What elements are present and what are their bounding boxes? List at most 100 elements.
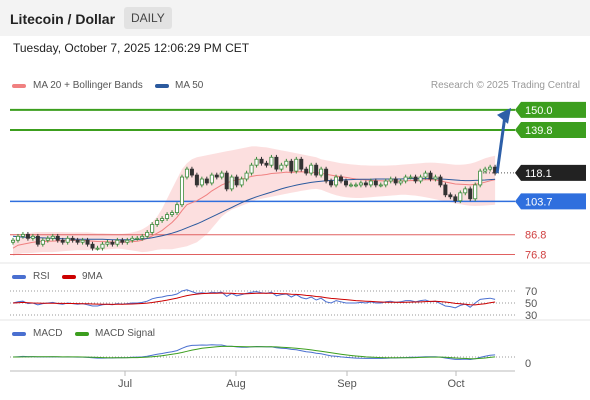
candle-body [334,176,339,186]
candle-body [368,180,373,186]
candle-body [294,158,299,172]
candle-body [165,214,170,219]
candle-body [214,174,219,178]
candle-body [60,239,65,243]
candle-body [20,233,25,237]
candle-body [130,237,135,241]
candle-body [383,180,388,186]
macd-zero-label: 0 [525,358,531,370]
candle-body [145,231,150,237]
candle-body [160,218,165,221]
candle-body [40,239,45,245]
x-axis-label-jul: Jul [118,378,132,390]
level-tag-resistance [515,122,586,139]
candle-body [363,182,368,186]
bollinger-band-area [13,146,496,257]
candle-body [438,176,443,186]
candle-body [65,237,70,243]
candle-body [110,241,115,245]
level-label-86.8: 86.8 [525,230,546,242]
candle-body [483,168,488,172]
candle-body [239,178,244,186]
candle-body [458,192,463,202]
candle-body [324,168,329,182]
candle-body [304,168,309,174]
x-axis-label-aug: Aug [226,378,246,390]
projection-arrow-head [497,107,511,124]
candle-body [115,239,120,245]
candle-body [388,178,393,182]
candle-body [299,158,304,170]
candle-body [329,180,334,186]
macd-signal-legend-label: MACD Signal [95,328,156,339]
candle-body [75,239,80,243]
level-tag-last [515,164,586,181]
candle-body [309,164,314,174]
candle-body [343,180,348,186]
candle-body [70,237,75,241]
candle-body [319,168,324,176]
candle-body [433,176,438,180]
candle-body [204,178,209,184]
candle-body [30,235,35,239]
candle-body [50,235,55,239]
candle-body [175,204,180,214]
candle-body [473,184,478,200]
candle-body [463,188,468,194]
rsi-ma-legend-swatch [62,275,76,279]
rsi-level-label: 50 [525,298,537,310]
candle-body [398,180,403,184]
candle-body [209,174,214,184]
candle-body [155,220,160,225]
level-label-118.1: 118.1 [525,168,552,180]
candle-body [339,176,344,182]
candle-body [413,176,418,182]
level-tag-pivot [515,193,586,210]
candle-body [100,243,105,249]
timeframe-badge[interactable]: DAILY [124,7,172,29]
candle-body [274,156,279,170]
candle-body [224,172,229,190]
ma-bb-legend-label: MA 20 + Bollinger Bands [33,80,143,91]
level-tag-target [515,101,586,118]
candle-body [488,166,493,170]
candle-body [373,180,378,186]
macd-legend-swatch [12,332,26,336]
candle-body [85,239,90,245]
candle-body [378,184,383,187]
candle-body [219,172,224,178]
ma50-legend-swatch [155,84,169,88]
candle-body [478,170,483,186]
instrument-title: Litecoin / Dollar [10,11,116,27]
candle-body [468,188,473,200]
candle-body [35,235,40,245]
candle-body [279,164,284,170]
candle-body [289,160,294,172]
candle-body [314,164,319,176]
level-label-103.7: 103.7 [525,196,553,208]
candle-body [120,239,125,243]
candle-body [170,212,175,215]
candle-body [254,158,259,166]
candle-body [443,184,448,196]
research-credit: Research © 2025 Trading Central [430,80,580,91]
level-label-150.0: 150.0 [525,105,553,117]
candle-body [194,174,199,186]
candle-body [393,178,398,184]
candle-body [269,156,274,166]
macd-signal-line [13,345,496,360]
candle-body [125,239,130,243]
level-label-76.8: 76.8 [525,249,546,261]
candle-body [95,247,100,250]
ma-bb-legend-swatch [12,84,26,88]
timestamp: Tuesday, October 7, 2025 12:06:29 PM CET [13,41,250,55]
candle-body [189,168,194,176]
rsi-level-label: 30 [525,310,537,322]
candle-body [244,172,249,180]
candle-body [284,160,289,166]
level-label-139.8: 139.8 [525,125,553,137]
rsi-legend-label: RSI [33,271,50,282]
candle-body [353,184,358,187]
candle-body [80,239,85,243]
